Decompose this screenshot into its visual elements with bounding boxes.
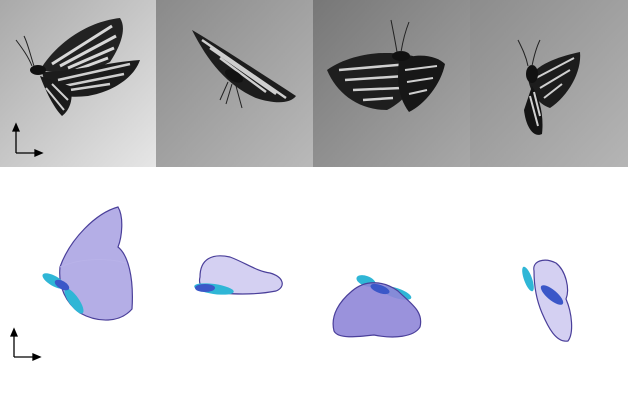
butterfly-photo-4 <box>470 0 628 167</box>
photo-row <box>0 0 628 167</box>
butterfly-photo-2 <box>156 0 313 167</box>
butterfly-photo-1 <box>0 0 156 167</box>
model-row <box>0 167 628 406</box>
wing-model-shape-2 <box>194 255 283 295</box>
photo-frame-4 <box>470 0 628 167</box>
wing-model-shape-4 <box>522 259 573 342</box>
wing-model-panel <box>10 206 573 361</box>
coordinate-axes-icon <box>12 122 44 157</box>
coordinate-axes-icon <box>10 327 42 361</box>
photo-frame-2 <box>156 0 313 167</box>
wing-model-shape-3 <box>332 275 422 338</box>
wing-model-shape-1 <box>42 206 133 321</box>
butterfly-photo-3 <box>313 0 470 167</box>
photo-frame-3 <box>313 0 470 167</box>
photo-frame-1 <box>0 0 156 167</box>
